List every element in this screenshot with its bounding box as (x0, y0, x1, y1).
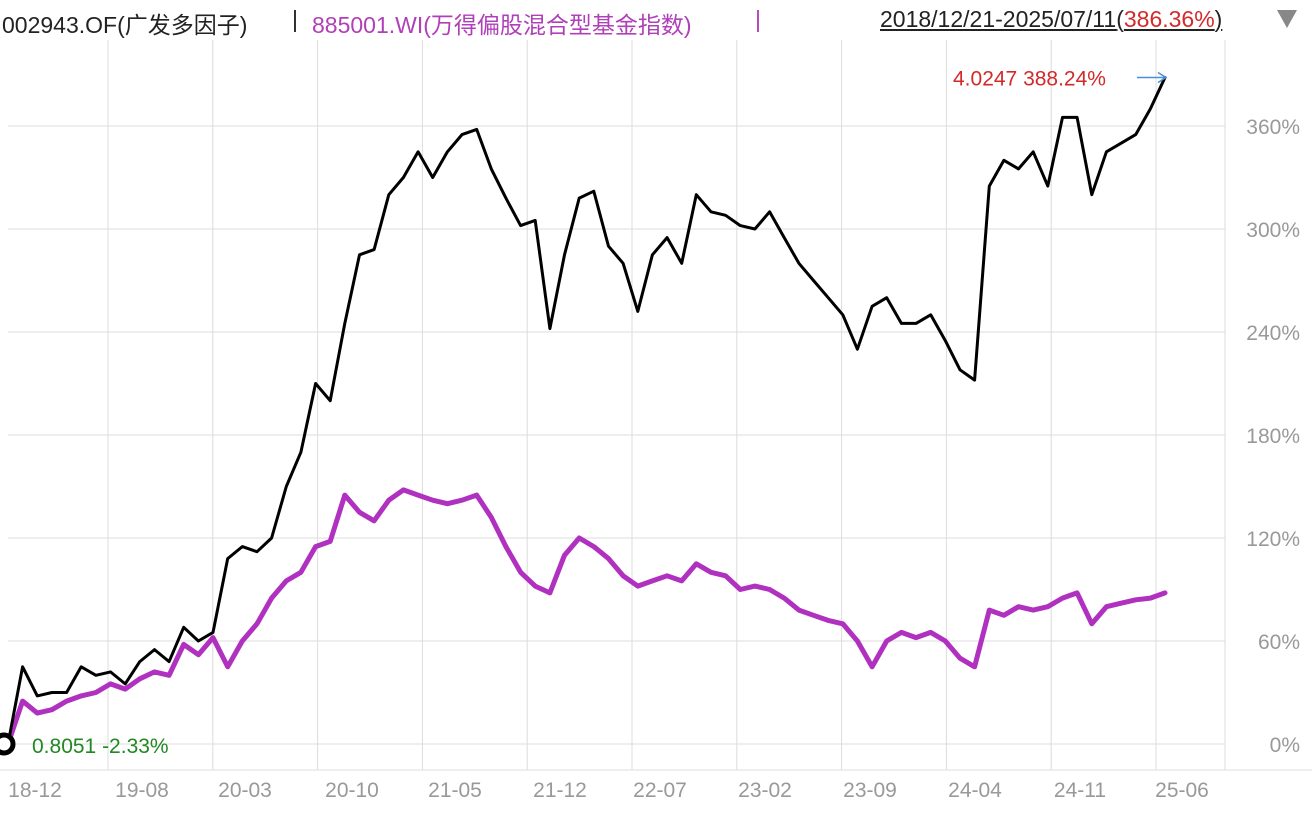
start-annotation: 0.8051 -2.33% (32, 735, 169, 758)
x-tick-label: 21-05 (428, 779, 482, 802)
x-tick-label: 20-03 (218, 779, 272, 802)
y-tick-label: 360% (1246, 116, 1300, 139)
y-tick-label: 180% (1246, 425, 1300, 448)
y-tick-label: 0% (1270, 734, 1300, 757)
x-tick-label: 24-11 (1054, 779, 1106, 802)
x-tick-label: 23-02 (738, 779, 792, 802)
end-arrow-head (1157, 71, 1167, 84)
chart-header: 002943.OF(广发多因子) | 885001.WI(万得偏股混合型基金指数… (0, 0, 1312, 40)
triangle-down-icon[interactable] (1277, 10, 1297, 28)
x-tick-label: 24-04 (948, 779, 1002, 802)
start-marker (0, 732, 16, 756)
x-tick-label: 21-12 (533, 779, 587, 802)
title-separator: | (755, 6, 761, 32)
chart-series (5, 76, 1168, 747)
fund-series-line (6, 76, 1167, 746)
index-title[interactable]: 885001.WI(万得偏股混合型基金指数) (312, 12, 692, 38)
date-range-selector[interactable]: 2018/12/21-2025/07/11(386.36%) (880, 6, 1223, 32)
index-series-line (5, 487, 1168, 747)
x-tick-label: 23-09 (843, 779, 897, 802)
y-tick-label: 240% (1246, 322, 1300, 345)
total-return-value: 386.36% (1123, 6, 1215, 32)
end-annotation: 4.0247 388.24% (953, 68, 1106, 91)
chart-grid (0, 40, 1312, 771)
x-tick-label: 22-07 (633, 779, 687, 802)
fund-title[interactable]: 002943.OF(广发多因子) (2, 12, 248, 38)
chart-axes: 0% 60% 120% 180% 240% 300% 360% 18-12 19-08 20-03… (8, 116, 1300, 802)
x-tick-label: 19-08 (115, 779, 169, 802)
title-separator: | (292, 6, 298, 32)
chart-annotations: 0.8051 -2.33% 4.0247 388.24% (0, 68, 1167, 758)
x-tick-label: 25-06 (1155, 779, 1209, 802)
date-range-text: 2018/12/21-2025/07/11 (880, 6, 1117, 32)
x-tick-label: 18-12 (8, 779, 62, 802)
y-tick-label: 120% (1246, 528, 1300, 551)
y-tick-label: 60% (1258, 631, 1300, 654)
x-tick-label: 20-10 (325, 779, 379, 802)
y-tick-label: 300% (1246, 219, 1300, 242)
